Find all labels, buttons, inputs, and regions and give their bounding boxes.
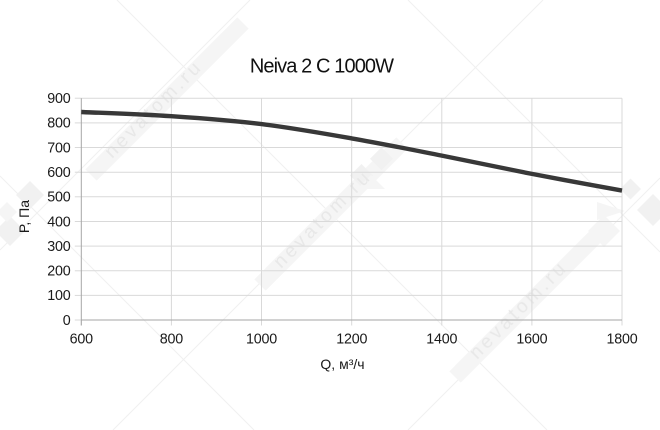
svg-text:0: 0	[63, 313, 71, 329]
svg-text:1200: 1200	[336, 332, 367, 348]
svg-text:900: 900	[47, 91, 71, 107]
svg-text:200: 200	[47, 264, 71, 280]
svg-text:500: 500	[47, 190, 71, 206]
svg-text:100: 100	[47, 288, 71, 304]
svg-text:1800: 1800	[606, 332, 637, 348]
svg-text:600: 600	[70, 332, 94, 348]
svg-text:1600: 1600	[516, 332, 547, 348]
svg-text:1000: 1000	[246, 332, 277, 348]
svg-text:700: 700	[47, 140, 71, 156]
svg-text:600: 600	[47, 165, 71, 181]
svg-text:P, Па: P, Па	[16, 200, 32, 233]
svg-text:400: 400	[47, 214, 71, 230]
svg-text:Q, м³/ч: Q, м³/ч	[320, 356, 364, 372]
svg-text:800: 800	[47, 116, 71, 132]
svg-text:300: 300	[47, 239, 71, 255]
svg-text:Neiva 2 C 1000W: Neiva 2 C 1000W	[250, 56, 394, 78]
svg-text:800: 800	[160, 332, 184, 348]
svg-text:1400: 1400	[426, 332, 457, 348]
